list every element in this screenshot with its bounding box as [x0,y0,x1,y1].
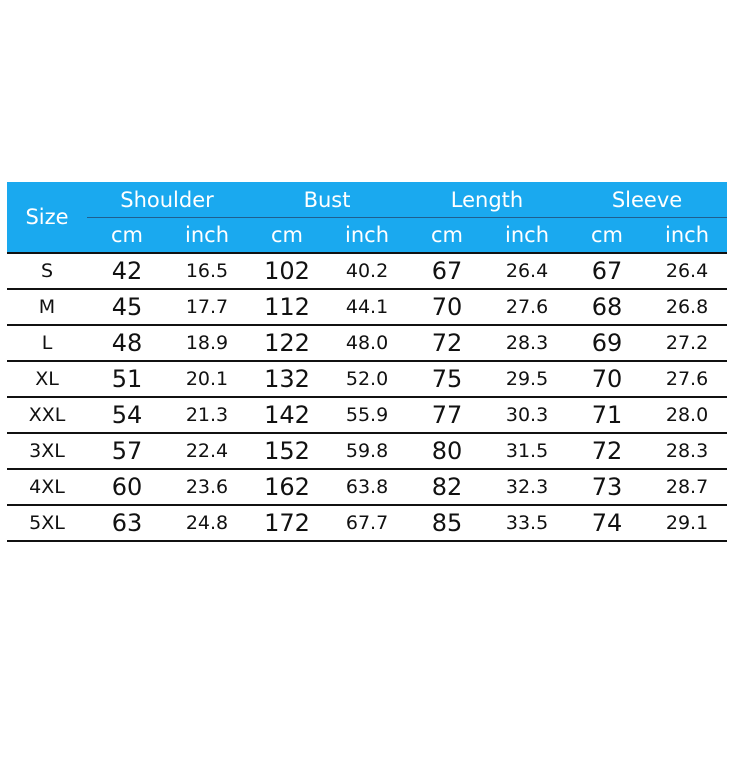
sleeve-cm-cell: 71 [567,397,648,434]
sleeve-inch-cell: 26.4 [647,253,728,290]
length-inch-cell: 29.5 [487,361,568,398]
shoulder-header: Shoulder [87,182,248,218]
sleeve-cm-cell: 70 [567,361,648,398]
shoulder-inch-cell: 24.8 [167,505,248,542]
bust-cm-cell: 172 [247,505,328,542]
size-cell: 4XL [7,469,87,506]
bust-inch-cell: 52.0 [327,361,408,398]
bust-cm-cell: 122 [247,325,328,362]
shoulder-inch-cell: 23.6 [167,469,248,506]
sleeve-cm-cell: 74 [567,505,648,542]
table-row: 3XL 57 22.4 152 59.8 80 31.5 72 28.3 [7,433,728,470]
unit-cm: cm [567,217,648,254]
shoulder-cm-cell: 60 [87,469,167,506]
sleeve-cm-cell: 67 [567,253,648,290]
sleeve-header: Sleeve [567,182,728,218]
bust-cm-cell: 162 [247,469,328,506]
bust-inch-cell: 63.8 [327,469,408,506]
unit-cm: cm [247,217,328,254]
sleeve-cm-cell: 69 [567,325,648,362]
shoulder-cm-cell: 57 [87,433,167,470]
shoulder-inch-cell: 18.9 [167,325,248,362]
unit-inch: inch [647,217,728,254]
length-inch-cell: 33.5 [487,505,568,542]
length-cm-cell: 85 [407,505,488,542]
bust-cm-cell: 112 [247,289,328,326]
bust-inch-cell: 67.7 [327,505,408,542]
size-header: Size [7,182,87,254]
bust-cm-cell: 142 [247,397,328,434]
length-inch-cell: 32.3 [487,469,568,506]
sleeve-cm-cell: 73 [567,469,648,506]
sleeve-inch-cell: 26.8 [647,289,728,326]
group-header-row: Size Shoulder Bust Length Sleeve [7,182,728,254]
length-cm-cell: 82 [407,469,488,506]
shoulder-cm-cell: 42 [87,253,167,290]
shoulder-inch-cell: 22.4 [167,433,248,470]
shoulder-inch-cell: 16.5 [167,253,248,290]
bust-inch-cell: 55.9 [327,397,408,434]
table-row: XL 51 20.1 132 52.0 75 29.5 70 27.6 [7,361,728,398]
bust-cm-cell: 102 [247,253,328,290]
unit-header-row: cm inch cm inch cm inch cm inch [7,217,728,254]
table-row: L 48 18.9 122 48.0 72 28.3 69 27.2 [7,325,728,362]
table-row: 5XL 63 24.8 172 67.7 85 33.5 74 29.1 [7,505,728,542]
length-cm-cell: 77 [407,397,488,434]
unit-inch: inch [327,217,408,254]
unit-inch: inch [167,217,248,254]
size-cell: XXL [7,397,87,434]
shoulder-cm-cell: 45 [87,289,167,326]
unit-cm: cm [407,217,488,254]
size-cell: L [7,325,87,362]
sleeve-inch-cell: 28.3 [647,433,728,470]
table-row: S 42 16.5 102 40.2 67 26.4 67 26.4 [7,253,728,290]
bust-header: Bust [247,182,408,218]
length-cm-cell: 80 [407,433,488,470]
bust-inch-cell: 59.8 [327,433,408,470]
length-cm-cell: 70 [407,289,488,326]
size-cell: 3XL [7,433,87,470]
table-row: 4XL 60 23.6 162 63.8 82 32.3 73 28.7 [7,469,728,506]
bust-inch-cell: 40.2 [327,253,408,290]
sleeve-inch-cell: 27.2 [647,325,728,362]
sleeve-cm-cell: 68 [567,289,648,326]
sleeve-inch-cell: 29.1 [647,505,728,542]
length-cm-cell: 67 [407,253,488,290]
sleeve-cm-cell: 72 [567,433,648,470]
length-inch-cell: 28.3 [487,325,568,362]
sleeve-inch-cell: 27.6 [647,361,728,398]
size-cell: M [7,289,87,326]
length-cm-cell: 72 [407,325,488,362]
size-cell: S [7,253,87,290]
sleeve-inch-cell: 28.7 [647,469,728,506]
sleeve-inch-cell: 28.0 [647,397,728,434]
length-header: Length [407,182,568,218]
length-inch-cell: 26.4 [487,253,568,290]
bust-inch-cell: 44.1 [327,289,408,326]
unit-inch: inch [487,217,568,254]
shoulder-cm-cell: 54 [87,397,167,434]
size-cell: XL [7,361,87,398]
bust-cm-cell: 152 [247,433,328,470]
unit-cm: cm [87,217,167,254]
shoulder-inch-cell: 17.7 [167,289,248,326]
shoulder-cm-cell: 48 [87,325,167,362]
bust-inch-cell: 48.0 [327,325,408,362]
shoulder-cm-cell: 63 [87,505,167,542]
table-row: M 45 17.7 112 44.1 70 27.6 68 26.8 [7,289,728,326]
length-inch-cell: 30.3 [487,397,568,434]
shoulder-cm-cell: 51 [87,361,167,398]
size-cell: 5XL [7,505,87,542]
table-row: XXL 54 21.3 142 55.9 77 30.3 71 28.0 [7,397,728,434]
shoulder-inch-cell: 21.3 [167,397,248,434]
bust-cm-cell: 132 [247,361,328,398]
length-inch-cell: 27.6 [487,289,568,326]
shoulder-inch-cell: 20.1 [167,361,248,398]
size-chart-table: Size Shoulder Bust Length Sleeve cm inch… [7,182,728,542]
length-inch-cell: 31.5 [487,433,568,470]
length-cm-cell: 75 [407,361,488,398]
